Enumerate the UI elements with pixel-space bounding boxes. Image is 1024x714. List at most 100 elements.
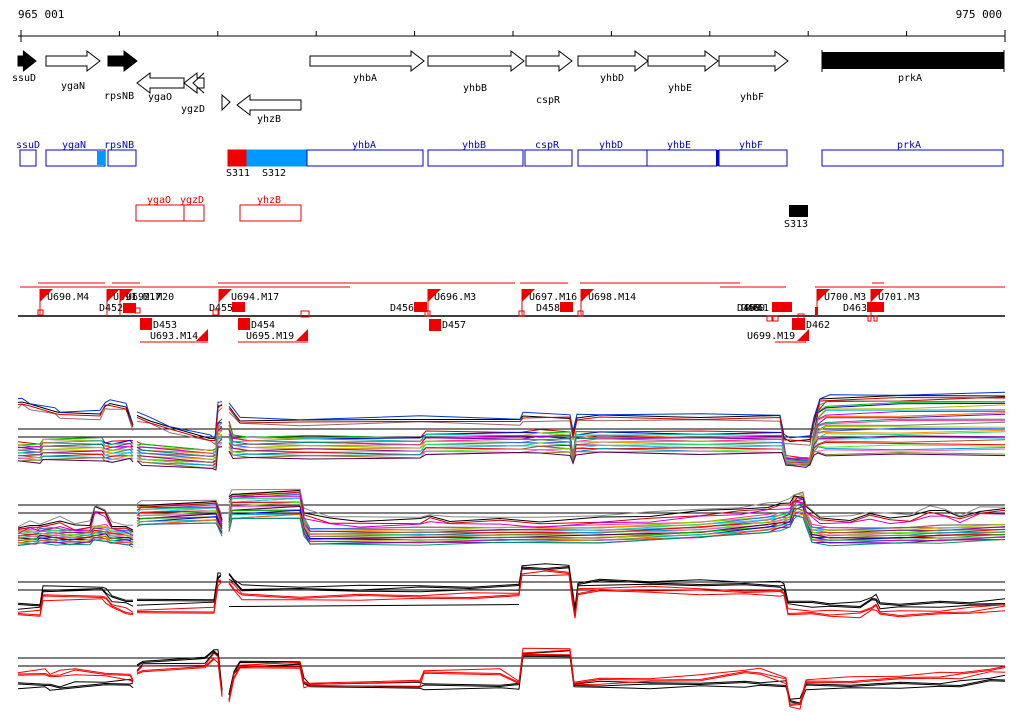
marker-label-U691.M17[interactable]: U691.M17 (113, 292, 161, 303)
down-flag-pennant-icon[interactable] (196, 329, 208, 341)
gene-arrow-yhbF[interactable] (718, 49, 789, 73)
probe-square-icon[interactable] (772, 302, 785, 312)
expression-plot-tracks (17, 391, 1006, 710)
marker-label-D460[interactable]: D460 (741, 303, 765, 314)
segment-box-ygaO[interactable] (135, 204, 185, 222)
up-flag-pennant-icon[interactable] (120, 289, 133, 302)
up-flag-pennant-icon[interactable] (817, 289, 830, 302)
probe-square-icon[interactable] (560, 302, 573, 312)
gene-arrow-cspR[interactable] (525, 49, 573, 73)
up-flag-pennant-icon[interactable] (522, 289, 535, 302)
segment-box-ygzD[interactable] (183, 204, 205, 222)
segment-box-ygaN[interactable] (45, 149, 106, 167)
marker-label-D458[interactable]: D458 (536, 303, 560, 314)
marker-label-U690.M4[interactable]: U690.M4 (47, 292, 89, 303)
up-flag-pennant-icon[interactable] (871, 289, 884, 302)
probe-square-icon[interactable] (414, 302, 427, 312)
marker-label-D461[interactable]: D461 (745, 303, 769, 314)
signal-series (228, 500, 1006, 535)
gene-arrow-yhzB[interactable] (236, 93, 302, 117)
gene-arrow-ygaN[interactable] (45, 49, 101, 73)
gene-label-yhbF: yhbF (740, 92, 764, 103)
marker-label-D453[interactable]: D453 (153, 320, 177, 331)
segment-box-ssuD[interactable] (19, 149, 37, 167)
marker-label-D462[interactable]: D462 (806, 320, 830, 331)
gene-arrow-ssuD[interactable] (17, 49, 37, 73)
up-flag-pennant-icon[interactable] (219, 289, 232, 302)
marker-label-U697.M16[interactable]: U697.M16 (529, 292, 577, 303)
probe-square-icon[interactable] (140, 318, 152, 330)
segment-box-prkA[interactable] (821, 149, 1004, 167)
pole-base-square-icon (518, 310, 525, 317)
gene-arrow-ygaO[interactable] (136, 71, 185, 95)
marker-label-D456[interactable]: D456 (390, 303, 414, 314)
marker-label-U695.M19[interactable]: U695.M19 (246, 331, 294, 342)
signal-series (136, 650, 223, 691)
probe-square-icon[interactable] (792, 318, 805, 330)
segment-box-S311[interactable] (227, 149, 248, 167)
marker-label-U698.M14[interactable]: U698.M14 (588, 292, 636, 303)
signal-series (228, 504, 1006, 539)
signal-series (17, 594, 134, 613)
signal-series (17, 598, 134, 617)
gene-label-rpsNB: rpsNB (104, 91, 134, 102)
marker-label-U701.M3[interactable]: U701.M3 (878, 292, 920, 303)
marker-label-U692.M20[interactable]: U692.M20 (126, 292, 174, 303)
signal-series (136, 401, 223, 440)
up-flag-pennant-icon[interactable] (107, 289, 120, 302)
segment-box-yhbD[interactable] (577, 149, 648, 167)
up-flag-pennant-icon[interactable] (40, 289, 53, 302)
probe-square-icon[interactable] (232, 302, 245, 312)
marker-label-U694.M17[interactable]: U694.M17 (231, 292, 279, 303)
up-flag-pennant-icon[interactable] (581, 289, 594, 302)
segment-box-rpsNB[interactable] (107, 149, 137, 167)
marker-label-D452[interactable]: D452 (99, 303, 123, 314)
gene-arrow-yhbB[interactable] (427, 49, 525, 73)
segment-label-yhzB: yhzB (257, 195, 281, 206)
segment-box-yhzB[interactable] (239, 204, 302, 222)
segment-box-yhbB[interactable] (427, 149, 524, 167)
segment-box-yhbF[interactable] (718, 149, 788, 167)
signal-series (17, 403, 134, 431)
down-flag-pennant-icon[interactable] (797, 329, 809, 341)
segment-label-prkA: prkA (897, 140, 921, 151)
signal-series (228, 570, 1006, 618)
gene-arrow-yhbA[interactable] (309, 49, 425, 73)
segment-label-rpsNB: rpsNB (104, 140, 134, 151)
signal-series (136, 421, 223, 452)
segment-box-cspR[interactable] (524, 149, 573, 167)
marker-label-D455[interactable]: D455 (209, 303, 233, 314)
probe-square-icon[interactable] (779, 302, 792, 312)
down-flag-pennant-icon[interactable] (296, 329, 308, 341)
gene-arrow-rpsNB[interactable] (107, 49, 138, 73)
probe-square-icon[interactable] (429, 319, 441, 331)
marker-label-D457[interactable]: D457 (442, 320, 466, 331)
signal-series (17, 505, 134, 531)
marker-label-U699.M19[interactable]: U699.M19 (747, 331, 795, 342)
marker-label-D463[interactable]: D463 (843, 303, 867, 314)
signal-series (228, 650, 1006, 700)
marker-label-D454[interactable]: D454 (251, 320, 275, 331)
marker-label-D459[interactable]: D459 (737, 303, 761, 314)
marker-label-U696.M3[interactable]: U696.M3 (434, 292, 476, 303)
signal-series (228, 396, 1006, 443)
small-orf-arrow[interactable] (221, 93, 231, 112)
signal-series (136, 500, 223, 521)
probe-square-icon[interactable] (123, 303, 136, 313)
gene-arrow-extra-chevron (192, 72, 205, 94)
segment-box-S313[interactable] (789, 205, 808, 217)
marker-label-U693.M14[interactable]: U693.M14 (150, 331, 198, 342)
signal-series (136, 499, 223, 516)
segment-box-S312[interactable] (246, 149, 308, 167)
probe-square-icon[interactable] (238, 318, 250, 330)
up-flag-pennant-icon[interactable] (428, 289, 441, 302)
probe-square-icon[interactable] (867, 302, 884, 312)
gene-arrow-yhbE[interactable] (647, 49, 719, 73)
segment-box-yhbA[interactable] (306, 149, 424, 167)
signal-series (228, 565, 1006, 610)
gene-arrow-yhbD[interactable] (577, 49, 649, 73)
segment-box-yhbE[interactable] (646, 149, 718, 167)
gene-bar-prkA[interactable] (822, 52, 1004, 69)
marker-label-U700.M3[interactable]: U700.M3 (824, 292, 866, 303)
